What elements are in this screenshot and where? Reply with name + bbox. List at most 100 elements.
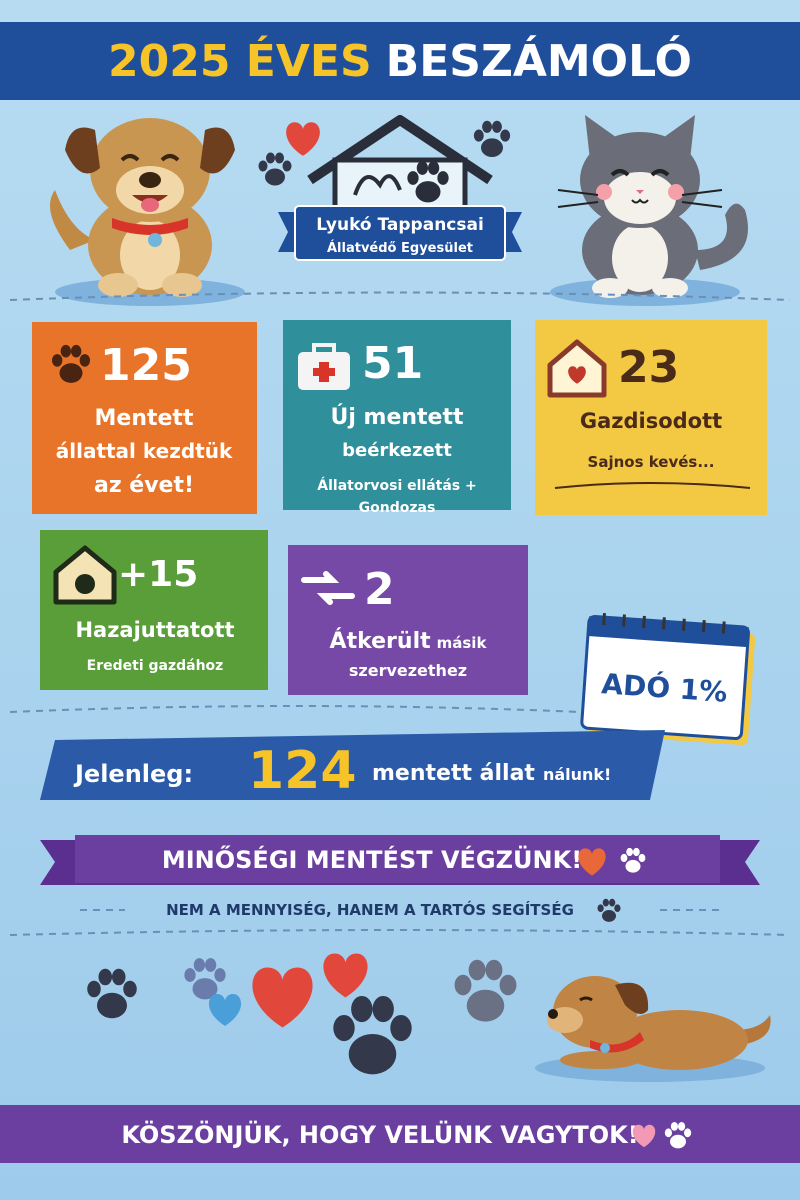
cat-illustration [550,115,748,306]
decor-path [615,982,649,1014]
decor-circle [548,1009,558,1019]
decor-ellipse [560,1051,640,1069]
stat-label: Új mentett [330,404,464,430]
decor-path [112,218,188,235]
logo-name: Lyukó Tappancsai [316,215,484,235]
decor-circle [668,184,684,200]
decor-rect [294,205,506,261]
decor-rect [283,320,511,510]
logo: Lyukó Tappancsai Állatvédő Egyesület [258,115,522,261]
decor-path [353,174,402,196]
stat-label: szervezethez [349,661,467,680]
decor-ellipse [652,278,688,298]
tax-calendar: ADÓ 1% [580,613,756,746]
stat-note: Állatorvosi ellátás + [317,477,476,494]
decor-ellipse [612,224,668,292]
stat-card: 51 Új mentett beérkezett Állatorvosi ell… [283,320,511,516]
decor-path [701,619,706,633]
decor-path [631,198,649,204]
decor-path [636,190,644,194]
decor-path [547,339,607,398]
decor-path [557,189,723,208]
motto-title: MINŐSÉGI MENTÉST VÉGZÜNK! [162,844,582,874]
current-prefix: Jelenleg: [73,760,193,788]
current-banner: Jelenleg: 124 mentett állat nálunk! [40,730,665,801]
decor-path [65,127,100,174]
stat-card: 125 Mentett állattal kezdtük az évet! [32,322,257,514]
decor-path [721,621,726,634]
header: 2025 ÉVES BESZÁMOLÓ [0,22,800,100]
decor-path [40,730,665,800]
decor-g [602,613,726,634]
decor-rect [0,22,800,100]
decor-path [554,482,751,489]
stat-number: 51 [362,338,423,389]
decor-circle [75,574,95,594]
decor-ellipse [98,273,138,297]
decor-path [120,154,140,162]
stat-label-part: Átkerült [330,628,432,654]
stat-note: Eredeti gazdához [87,658,224,674]
decor-path [662,617,666,630]
decor-path [610,169,630,177]
stat-label: állattal kezdtük [56,439,233,463]
decor-path [642,615,646,628]
decor-circle [148,233,162,247]
divider [9,291,791,301]
stat-card: 23 Gazdisodott Sajnos kevés... [535,320,767,515]
decor-rect [587,616,749,648]
decor-path [313,362,335,382]
decor-rect [75,835,720,883]
stat-note: Gondozas [359,500,436,516]
decor-path [200,127,235,174]
stat-card: +15 Hazajuttatott Eredeti gazdához [40,530,268,690]
divider [9,705,581,713]
decor-path [681,618,686,631]
decor-ellipse [604,172,676,224]
current-text: mentett állat nálunk! [372,761,611,786]
title: 2025 ÉVES BESZÁMOLÓ [108,34,692,87]
current-number: 124 [248,741,357,801]
decor-path [160,154,180,162]
decor-path [50,190,95,250]
decor-path [660,115,695,160]
decor-path [650,169,670,177]
dog-illustration [50,118,245,306]
decor-rect [288,545,528,695]
current-text-main: mentett állat [372,761,535,786]
decor-path [602,613,606,626]
logo-subtitle: Állatvédő Egyesület [327,240,473,256]
stat-number: 125 [100,340,192,391]
decor-rect [312,343,336,356]
decor-path [579,996,593,1002]
stat-card: 2 Átkerült másik szervezethez [288,545,528,695]
motto: MINŐSÉGI MENTÉST VÉGZÜNK! NEM A MENNYISÉ… [9,835,791,936]
decor-ellipse [612,1010,748,1070]
decor-ellipse [162,273,202,297]
decor-ellipse [141,198,159,212]
stat-label: Átkerült másik [330,628,488,654]
decor-circle [596,184,612,200]
divider [9,929,791,936]
title-main: BESZÁMOLÓ [386,34,692,87]
footer-text: KÖSZÖNJÜK, HOGY VELÜNK VAGYTOK! [121,1119,638,1149]
stat-number: +15 [118,554,198,595]
stat-note: Sajnos kevés... [588,453,715,471]
decor-ellipse [592,278,628,298]
stat-label-part: másik [437,634,488,652]
current-suffix: nálunk! [543,765,611,784]
decor-path [585,115,620,160]
lying-dog-illustration [535,976,771,1082]
decor-ellipse [139,172,161,188]
decor-path [301,571,355,605]
decor-circle [600,1043,610,1053]
stat-number: 2 [364,564,395,615]
title-year: 2025 ÉVES [108,34,372,87]
decor-path [622,614,626,627]
stat-label: Mentett [95,406,194,431]
stat-label: Gazdisodott [580,409,722,433]
decor-ellipse [120,220,180,290]
decor-ellipse [116,166,184,214]
